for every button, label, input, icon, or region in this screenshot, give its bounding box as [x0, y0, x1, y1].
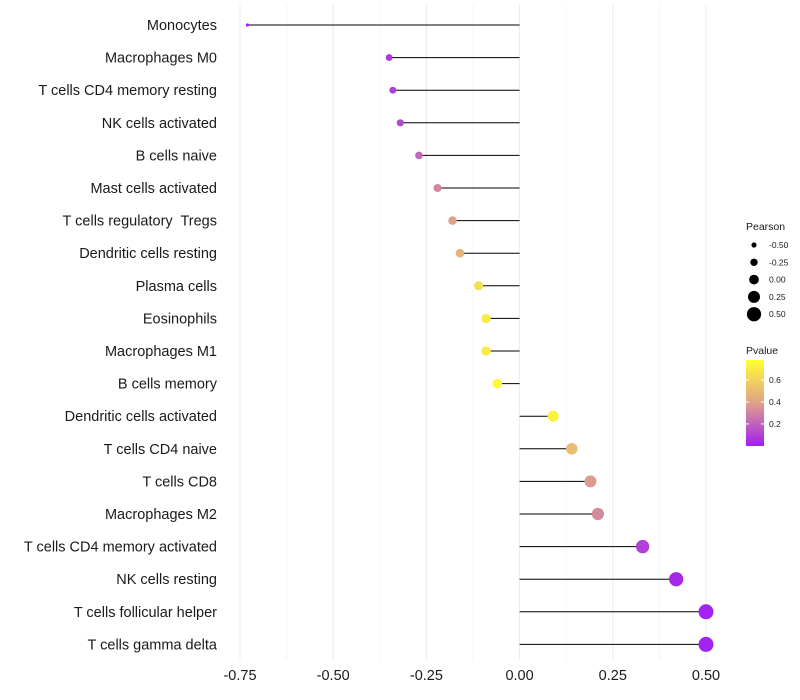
category-label: T cells follicular helper [74, 605, 217, 621]
lollipop-point [389, 86, 397, 94]
category-label: T cells CD4 naive [104, 442, 217, 458]
category-label: B cells memory [118, 377, 218, 393]
grid-lines [239, 5, 707, 660]
color-legend-label: 0.6 [769, 375, 781, 385]
lollipop-point [584, 475, 597, 488]
legend: Pearson -0.50 -0.25 0.00 0.25 0.50 Pvalue 0.… [746, 221, 789, 446]
lollipop-point [455, 248, 465, 258]
size-legend-title: Pearson [746, 221, 785, 233]
size-legend-label: -0.50 [769, 240, 789, 250]
lollipop-point [448, 216, 457, 225]
x-tick-label: 0.25 [599, 668, 627, 684]
lollipop-point [669, 572, 684, 587]
lollipop-point [566, 443, 578, 455]
category-label: Macrophages M2 [105, 507, 217, 523]
category-label: Macrophages M0 [105, 51, 217, 67]
category-label: Dendritic cells resting [79, 246, 217, 262]
color-legend-label: 0.2 [769, 419, 781, 429]
lollipop-point [481, 313, 491, 324]
category-label: NK cells resting [116, 572, 217, 588]
lollipop-point [385, 54, 393, 62]
category-label: Macrophages M1 [105, 344, 217, 360]
lollipop-point [698, 604, 714, 620]
color-legend-ticks: 0.2 0.4 0.6 [746, 375, 781, 429]
lollipop-points [245, 23, 714, 652]
category-label: T cells regulatory Tregs [63, 214, 217, 230]
color-legend-label: 0.4 [769, 397, 781, 407]
lollipop-point [433, 183, 442, 193]
x-axis-tick-labels: -0.75 -0.50 -0.25 0.00 0.25 0.50 [223, 668, 720, 684]
size-legend-label: -0.25 [769, 257, 789, 267]
lollipop-point [635, 539, 650, 554]
category-label: Plasma cells [136, 279, 217, 295]
size-legend-label: 0.25 [769, 292, 786, 302]
category-label: T cells CD4 memory activated [24, 540, 217, 556]
x-tick-label: -0.75 [223, 668, 256, 684]
size-legend-label: 0.00 [769, 275, 786, 285]
lollipop-point [481, 346, 491, 356]
category-label: T cells gamma delta [88, 637, 218, 653]
category-label: Dendritic cells activated [65, 409, 217, 425]
size-legend-label: 0.50 [769, 309, 786, 319]
size-legend-dot [749, 274, 759, 285]
lollipop-point [474, 281, 484, 291]
lollipop-point [396, 119, 404, 127]
size-legend-items: -0.50 -0.25 0.00 0.25 0.50 [746, 240, 789, 322]
x-tick-label: -0.50 [317, 668, 350, 684]
x-tick-label: 0.00 [505, 668, 533, 684]
category-label: B cells naive [136, 148, 217, 164]
lollipop-point [698, 636, 714, 652]
category-label: T cells CD4 memory resting [38, 83, 217, 99]
size-legend-dot [750, 258, 758, 267]
lollipop-point [492, 378, 503, 389]
category-label: T cells CD8 [142, 474, 217, 490]
category-label: Monocytes [147, 18, 217, 34]
lollipop-point [591, 507, 604, 521]
category-label: Mast cells activated [90, 181, 217, 197]
pvalue-colorbar [746, 360, 764, 446]
lollipop-point [245, 23, 250, 27]
category-label: Eosinophils [143, 311, 217, 327]
color-legend-title: Pvalue [746, 345, 778, 357]
lollipop-point [415, 151, 423, 160]
x-tick-label: -0.25 [410, 668, 443, 684]
size-legend-dot [746, 307, 762, 322]
lollipop-stems [247, 24, 706, 645]
category-labels: Monocytes Macrophages M0 T cells CD4 memor… [24, 18, 218, 653]
size-legend-dot [748, 290, 760, 303]
lollipop-point [547, 410, 559, 422]
x-tick-label: 0.50 [692, 668, 720, 684]
category-label: NK cells activated [102, 116, 217, 132]
size-legend-dot [751, 242, 757, 248]
